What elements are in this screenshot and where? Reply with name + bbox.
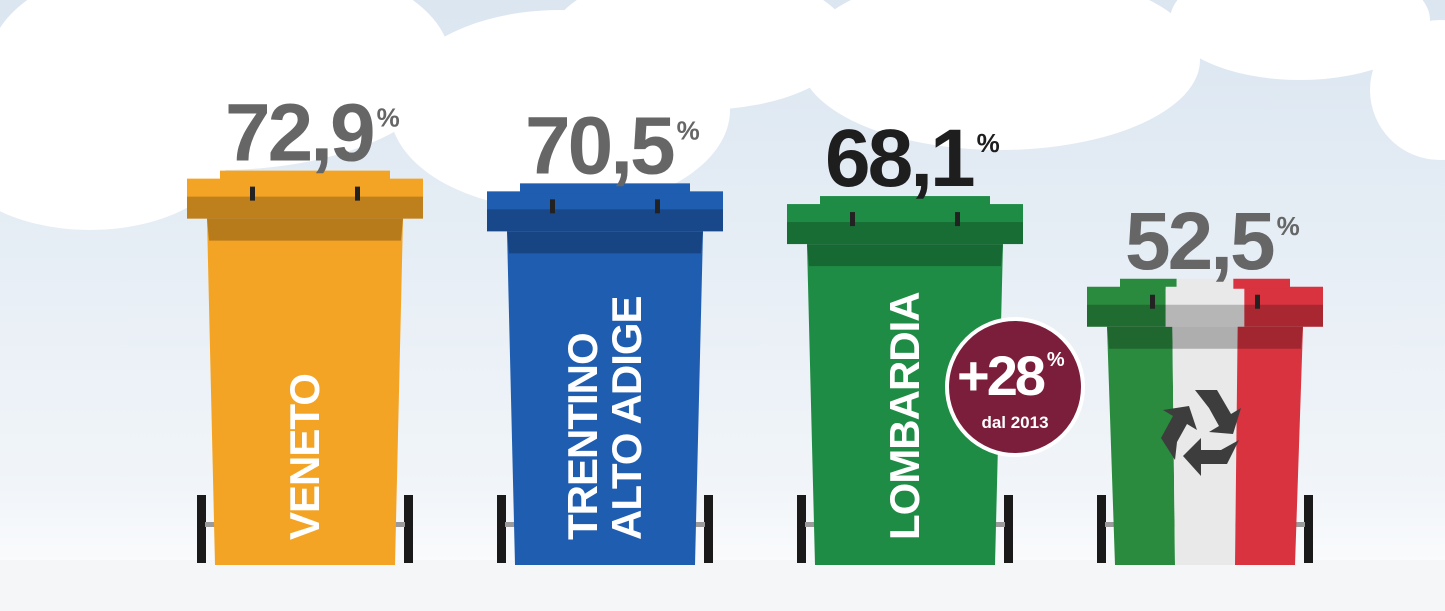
lid-slot (1255, 295, 1260, 309)
lid-slot (955, 212, 960, 226)
badge-unit: % (1047, 349, 1065, 371)
category-label: TRENTINO (559, 333, 606, 540)
category-label: VENETO (281, 374, 328, 540)
lid-slot (355, 187, 360, 201)
lid-slot (1150, 295, 1155, 309)
wheel (1004, 495, 1013, 563)
value-unit: % (677, 115, 700, 145)
lid-slot (550, 199, 555, 213)
badge: +28 % dal 2013 (947, 319, 1083, 455)
badge-note: dal 2013 (981, 413, 1048, 432)
lid-shade (487, 209, 723, 231)
value-unit: % (1277, 211, 1300, 241)
lid-shade (787, 222, 1023, 244)
wheel (1097, 495, 1106, 563)
wheel (404, 495, 413, 563)
body-shade (207, 219, 403, 241)
wheel (197, 495, 206, 563)
body-shade (807, 244, 1003, 266)
floor (0, 560, 1445, 611)
value-label: 72,9 (225, 88, 373, 179)
bin-body (1172, 327, 1237, 565)
infographic: VENETO 72,9% TRENTINOALTO ADIGE 70,5% LOMBAR… (0, 0, 1445, 611)
category-label: LOMBARDIA (881, 292, 928, 540)
value-label: 52,5 (1125, 196, 1274, 287)
bin-body (1235, 327, 1303, 565)
lid-shade (187, 197, 423, 219)
wheel (704, 495, 713, 563)
value-label: 68,1 (825, 113, 974, 204)
wheel (797, 495, 806, 563)
value-unit: % (377, 103, 400, 133)
category-label: ALTO ADIGE (603, 296, 650, 540)
bin-body (1107, 327, 1175, 565)
lid-shade (1087, 305, 1323, 327)
lid-slot (655, 199, 660, 213)
bin (1087, 279, 1323, 565)
value-label: 70,5 (525, 100, 674, 191)
lid-slot (250, 187, 255, 201)
body-shade (507, 231, 703, 253)
wheel (497, 495, 506, 563)
wheel (1304, 495, 1313, 563)
value-unit: % (977, 128, 1000, 158)
lid-slot (850, 212, 855, 226)
body-shade (1107, 327, 1303, 349)
badge-value: +28 (957, 344, 1045, 407)
